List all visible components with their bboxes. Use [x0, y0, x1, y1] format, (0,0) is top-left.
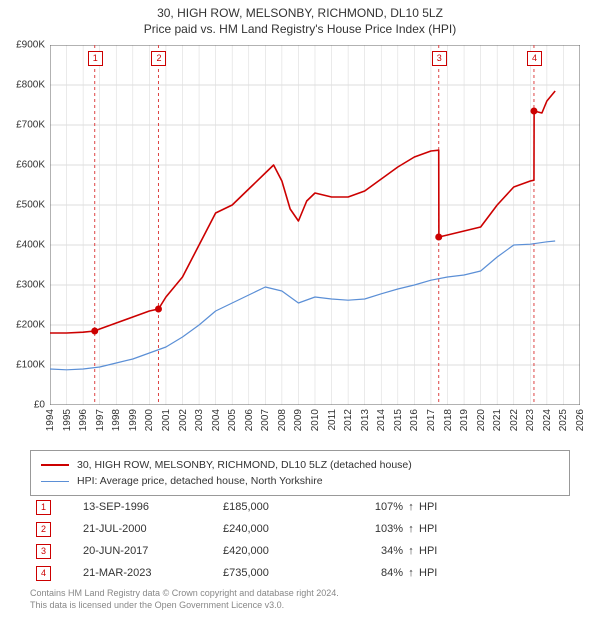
transaction-table: 113-SEP-1996£185,000107%↑HPI221-JUL-2000… [30, 496, 570, 584]
transaction-hpi-label: HPI [419, 567, 437, 579]
y-axis-label: £700K [16, 120, 45, 131]
transaction-date: 13-SEP-1996 [83, 501, 223, 513]
x-axis-label: 2003 [194, 409, 205, 431]
chart-area: £0£100K£200K£300K£400K£500K£600K£700K£80… [50, 45, 580, 405]
y-axis-label: £800K [16, 80, 45, 91]
transaction-price: £735,000 [223, 567, 343, 579]
transaction-marker: 3 [36, 544, 51, 559]
x-axis-label: 1994 [45, 409, 56, 431]
x-axis-label: 2002 [178, 409, 189, 431]
x-axis-label: 1999 [128, 409, 139, 431]
transaction-row: 1 13-SEP-1996£185,000107%↑HPI [30, 496, 570, 518]
title-subtitle: Price paid vs. HM Land Registry's House … [0, 22, 600, 36]
transaction-price: £240,000 [223, 523, 343, 535]
x-axis-label: 2001 [161, 409, 172, 431]
x-axis-label: 2022 [509, 409, 520, 431]
transaction-pct: 107% [343, 501, 403, 513]
up-arrow-icon: ↑ [403, 501, 419, 513]
transaction-pct: 34% [343, 545, 403, 557]
x-axis-label: 2008 [277, 409, 288, 431]
legend-row: 30, HIGH ROW, MELSONBY, RICHMOND, DL10 5… [41, 457, 559, 473]
x-axis-label: 2007 [260, 409, 271, 431]
x-axis-label: 2010 [310, 409, 321, 431]
x-axis-label: 2018 [443, 409, 454, 431]
x-axis-label: 2014 [376, 409, 387, 431]
x-axis-label: 1996 [78, 409, 89, 431]
x-axis-label: 2005 [227, 409, 238, 431]
x-axis-label: 2021 [492, 409, 503, 431]
title-address: 30, HIGH ROW, MELSONBY, RICHMOND, DL10 5… [0, 6, 600, 20]
transaction-row: 3 20-JUN-2017£420,00034%↑HPI [30, 540, 570, 562]
transaction-date: 20-JUN-2017 [83, 545, 223, 557]
y-axis-label: £0 [34, 400, 45, 411]
chart-svg [50, 45, 580, 405]
footer-line2: This data is licensed under the Open Gov… [30, 600, 570, 612]
x-axis-label: 2020 [476, 409, 487, 431]
x-axis-label: 2024 [542, 409, 553, 431]
transaction-price: £420,000 [223, 545, 343, 557]
transaction-price: £185,000 [223, 501, 343, 513]
x-axis-label: 1995 [62, 409, 73, 431]
up-arrow-icon: ↑ [403, 523, 419, 535]
y-axis-label: £300K [16, 280, 45, 291]
x-axis-label: 2009 [293, 409, 304, 431]
legend-swatch [41, 481, 69, 482]
legend: 30, HIGH ROW, MELSONBY, RICHMOND, DL10 5… [30, 450, 570, 496]
legend-row: HPI: Average price, detached house, Nort… [41, 473, 559, 489]
chart-container: 30, HIGH ROW, MELSONBY, RICHMOND, DL10 5… [0, 0, 600, 620]
y-axis-label: £400K [16, 240, 45, 251]
x-axis-label: 2019 [459, 409, 470, 431]
y-axis-label: £600K [16, 160, 45, 171]
transaction-hpi-label: HPI [419, 545, 437, 557]
footer-line1: Contains HM Land Registry data © Crown c… [30, 588, 570, 600]
x-axis-label: 2025 [558, 409, 569, 431]
x-axis-label: 2012 [343, 409, 354, 431]
x-axis-label: 1997 [95, 409, 106, 431]
x-axis-label: 2023 [525, 409, 536, 431]
x-axis-label: 2017 [426, 409, 437, 431]
x-axis-label: 2006 [244, 409, 255, 431]
title-block: 30, HIGH ROW, MELSONBY, RICHMOND, DL10 5… [0, 0, 600, 36]
x-axis-label: 2013 [360, 409, 371, 431]
legend-swatch [41, 464, 69, 466]
x-axis-label: 2011 [327, 409, 338, 431]
legend-label: HPI: Average price, detached house, Nort… [77, 475, 323, 487]
transaction-row: 4 21-MAR-2023£735,00084%↑HPI [30, 562, 570, 584]
chart-marker-4: 4 [527, 51, 542, 66]
chart-marker-3: 3 [432, 51, 447, 66]
x-axis-label: 2016 [409, 409, 420, 431]
transaction-hpi-label: HPI [419, 501, 437, 513]
x-axis-label: 2000 [144, 409, 155, 431]
transaction-marker: 2 [36, 522, 51, 537]
x-axis-label: 1998 [111, 409, 122, 431]
legend-label: 30, HIGH ROW, MELSONBY, RICHMOND, DL10 5… [77, 459, 412, 471]
transaction-date: 21-JUL-2000 [83, 523, 223, 535]
x-axis-label: 2004 [211, 409, 222, 431]
transaction-pct: 103% [343, 523, 403, 535]
transaction-date: 21-MAR-2023 [83, 567, 223, 579]
transaction-pct: 84% [343, 567, 403, 579]
x-axis-label: 2026 [575, 409, 586, 431]
y-axis-label: £100K [16, 360, 45, 371]
x-axis-label: 2015 [393, 409, 404, 431]
up-arrow-icon: ↑ [403, 567, 419, 579]
chart-marker-2: 2 [151, 51, 166, 66]
y-axis-label: £900K [16, 40, 45, 51]
y-axis-label: £500K [16, 200, 45, 211]
transaction-hpi-label: HPI [419, 523, 437, 535]
transaction-row: 2 21-JUL-2000£240,000103%↑HPI [30, 518, 570, 540]
footer-attribution: Contains HM Land Registry data © Crown c… [30, 588, 570, 611]
transaction-marker: 4 [36, 566, 51, 581]
transaction-marker: 1 [36, 500, 51, 515]
y-axis-label: £200K [16, 320, 45, 331]
up-arrow-icon: ↑ [403, 545, 419, 557]
chart-marker-1: 1 [88, 51, 103, 66]
